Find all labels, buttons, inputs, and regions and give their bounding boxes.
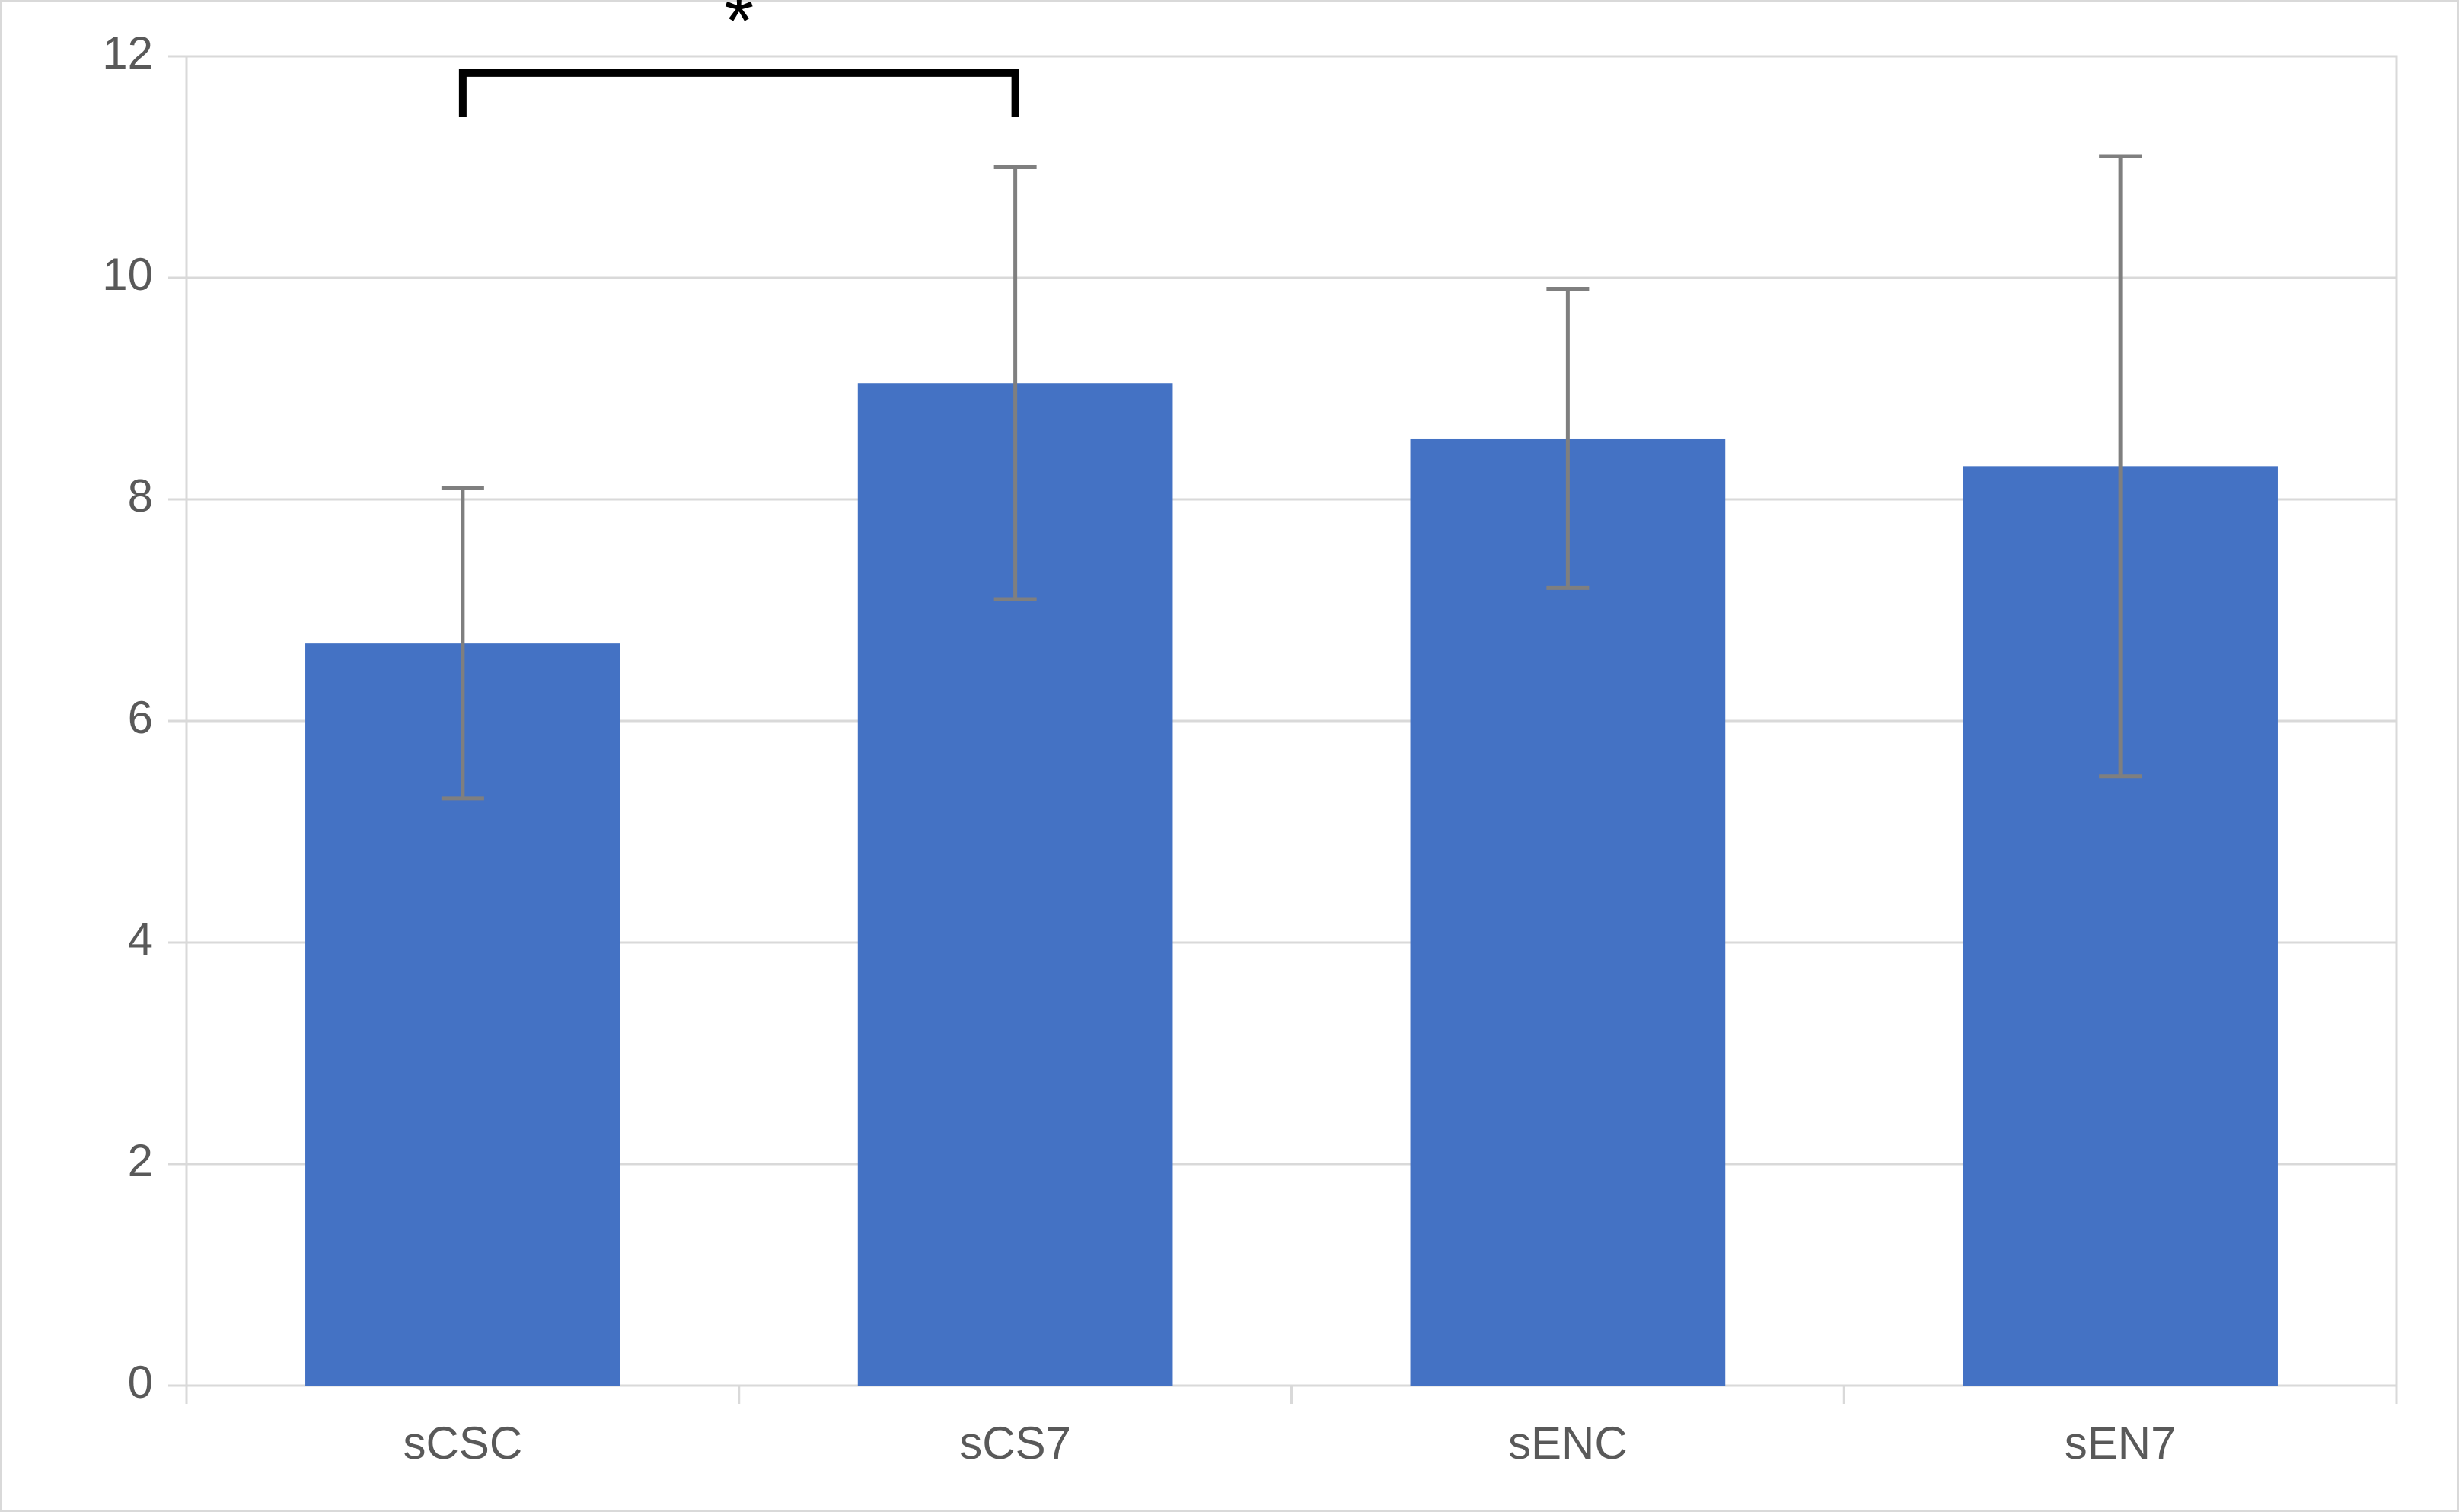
y-tick-label: 2 [128,1135,153,1186]
y-tick-label: 0 [128,1357,153,1408]
y-tick-label: 4 [128,914,153,965]
y-tick-label: 10 [102,249,153,300]
y-tick-label: 8 [128,471,153,522]
x-category-label: sEN7 [2065,1418,2177,1469]
bar-chart: 0 2 4 6 8 10 12 sCSC sCS7 sENC sEN7 * [0,0,2459,1512]
y-tick-label: 6 [128,692,153,743]
y-tick-label: 12 [102,27,153,78]
significance-label: * [724,0,754,63]
x-category-label: sCSC [403,1418,523,1469]
x-category-label: sCS7 [959,1418,1071,1469]
x-category-label: sENC [1508,1418,1628,1469]
